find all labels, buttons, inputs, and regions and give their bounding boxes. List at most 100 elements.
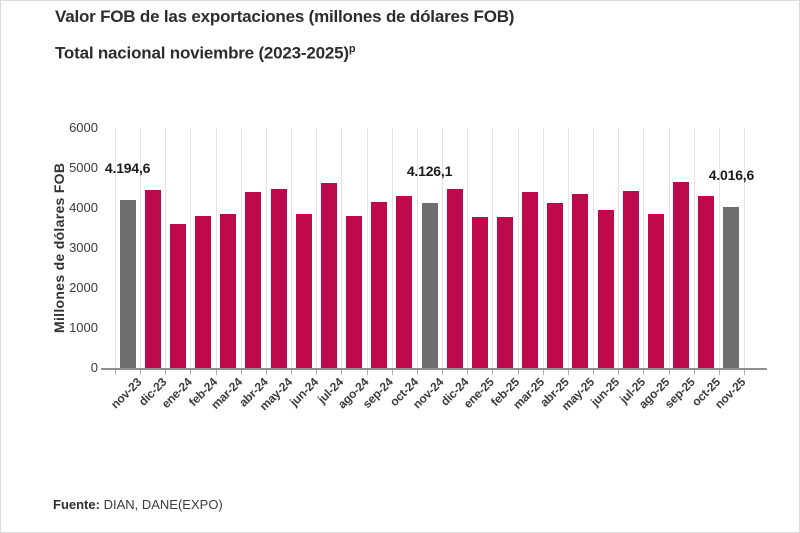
bar-jul-25 <box>622 190 639 368</box>
x-tick-mark <box>467 370 469 375</box>
gridline <box>115 128 116 368</box>
x-tick-mark <box>265 370 267 375</box>
gridline <box>190 128 192 368</box>
x-tick-mark <box>190 370 192 375</box>
x-tick-mark <box>391 370 393 375</box>
chart-subtitle: Total nacional noviembre (2023-2025)p <box>55 43 356 64</box>
bar-abr-25 <box>547 203 564 368</box>
x-tick-mark <box>718 370 720 375</box>
y-tick-label: 4000 <box>69 200 98 215</box>
bar-jun-25 <box>597 210 614 368</box>
gridline <box>341 128 343 368</box>
gridline <box>316 128 318 368</box>
bar-sep-24 <box>371 202 388 368</box>
x-tick-mark <box>140 370 142 375</box>
gridline <box>593 128 595 368</box>
gridline <box>140 128 142 368</box>
x-tick-label-nov-23: nov-23 <box>108 375 145 412</box>
source-label: Fuente: <box>53 497 100 512</box>
value-label-nov-24: 4.126,1 <box>406 162 453 179</box>
bar-ago-24 <box>346 215 363 368</box>
value-label-nov-23: 4.194,6 <box>104 160 151 177</box>
bar-oct-25 <box>698 195 715 368</box>
gridline <box>744 128 745 368</box>
bar-dic-23 <box>144 189 161 368</box>
bar-jun-24 <box>295 214 312 368</box>
bar-ene-24 <box>169 224 186 368</box>
bar-nov-23 <box>119 200 136 368</box>
bar-may-25 <box>572 194 589 368</box>
gridline <box>618 128 620 368</box>
x-tick-mark <box>366 370 368 375</box>
bar-dic-24 <box>446 189 463 368</box>
x-tick-mark <box>542 370 544 375</box>
bar-jul-24 <box>320 182 337 368</box>
x-tick-mark <box>215 370 217 375</box>
y-tick-label: 6000 <box>69 120 98 135</box>
source-note: Fuente: DIAN, DANE(EXPO) <box>53 497 223 512</box>
x-tick-mark <box>240 370 242 375</box>
y-tick-label: 3000 <box>69 240 98 255</box>
x-tick-mark <box>416 370 418 375</box>
gridline <box>693 128 695 368</box>
x-tick-mark <box>492 370 494 375</box>
bar-feb-25 <box>496 216 513 368</box>
bar-mar-25 <box>522 192 539 368</box>
x-axis-line <box>101 368 767 370</box>
bar-ago-25 <box>647 213 664 368</box>
bar-abr-24 <box>245 191 262 368</box>
x-tick-mark <box>341 370 343 375</box>
x-tick-label-jun-24: jun-24 <box>286 375 321 410</box>
bar-feb-24 <box>195 215 212 368</box>
bar-may-24 <box>270 189 287 368</box>
gridline <box>165 128 167 368</box>
gridline <box>517 128 519 368</box>
y-tick-label: 0 <box>90 360 98 375</box>
chart-subtitle-text: Total nacional noviembre (2023-2025) <box>55 43 349 63</box>
gridline <box>643 128 645 368</box>
gridline <box>492 128 494 368</box>
bar-sep-25 <box>673 182 690 368</box>
gridline <box>718 128 720 368</box>
gridline <box>391 128 393 368</box>
x-tick-mark <box>442 370 444 375</box>
x-tick-mark <box>693 370 695 375</box>
bar-oct-24 <box>396 196 413 368</box>
x-tick-mark <box>643 370 645 375</box>
y-tick-label: 2000 <box>69 280 98 295</box>
gridline <box>668 128 670 368</box>
bar-nov-25 <box>723 207 740 368</box>
source-text: DIAN, DANE(EXPO) <box>103 497 223 512</box>
chart-subtitle-superscript: p <box>348 43 356 55</box>
x-tick-mark <box>517 370 519 375</box>
gridline <box>542 128 544 368</box>
bar-ene-25 <box>471 216 488 368</box>
x-tick-mark <box>291 370 293 375</box>
gridline <box>442 128 444 368</box>
x-tick-mark <box>316 370 318 375</box>
chart-title: Valor FOB de las exportaciones (millones… <box>55 7 515 26</box>
x-tick-mark <box>744 370 745 375</box>
gridline <box>291 128 293 368</box>
x-tick-mark <box>165 370 167 375</box>
gridline <box>416 128 418 368</box>
y-tick-label: 1000 <box>69 320 98 335</box>
x-tick-mark <box>115 370 116 375</box>
gridline <box>240 128 242 368</box>
gridline <box>265 128 267 368</box>
x-tick-mark <box>618 370 620 375</box>
bar-mar-24 <box>220 213 237 368</box>
gridline <box>467 128 469 368</box>
gridline <box>215 128 217 368</box>
bar-nov-24 <box>421 202 438 368</box>
x-tick-mark <box>668 370 670 375</box>
y-tick-label: 5000 <box>69 160 98 175</box>
x-tick-mark <box>567 370 569 375</box>
x-tick-label-jun-25: jun-25 <box>588 375 623 410</box>
gridline <box>567 128 569 368</box>
gridline <box>366 128 368 368</box>
x-tick-mark <box>593 370 595 375</box>
value-label-nov-25: 4.016,6 <box>708 167 755 184</box>
